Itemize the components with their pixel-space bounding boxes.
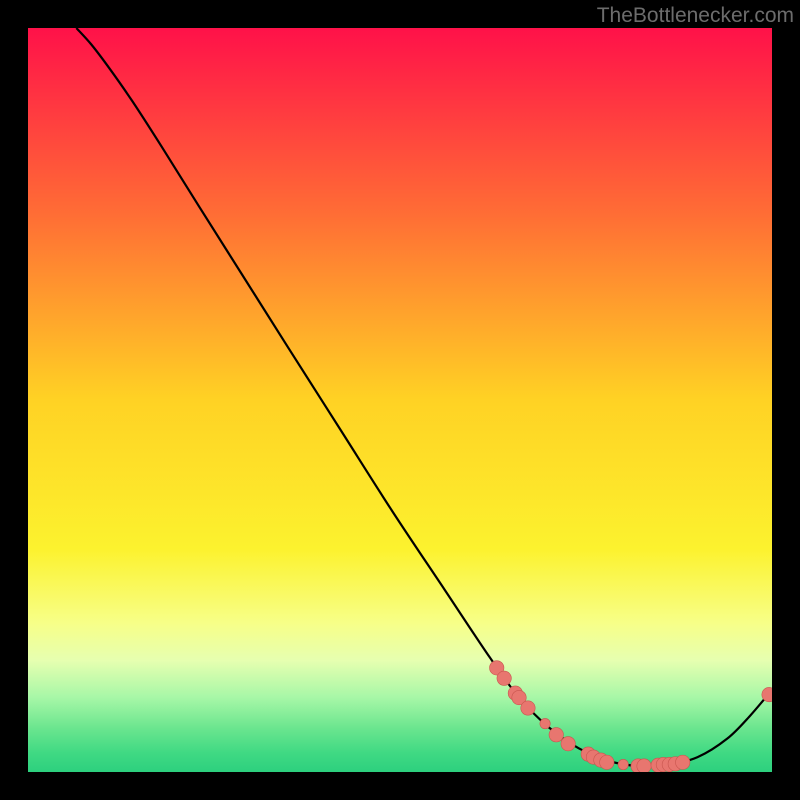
data-marker <box>600 755 614 769</box>
data-marker <box>497 671 511 685</box>
data-marker <box>637 759 651 772</box>
bottleneck-curve <box>76 28 770 766</box>
data-marker <box>561 737 575 751</box>
chart-svg <box>28 28 772 772</box>
data-marker <box>521 701 535 715</box>
data-markers <box>490 661 772 772</box>
plot-area <box>28 28 772 772</box>
data-marker <box>618 759 628 769</box>
data-marker <box>676 755 690 769</box>
data-marker <box>549 728 563 742</box>
data-marker <box>540 718 550 728</box>
watermark-text: TheBottlenecker.com <box>597 4 794 28</box>
